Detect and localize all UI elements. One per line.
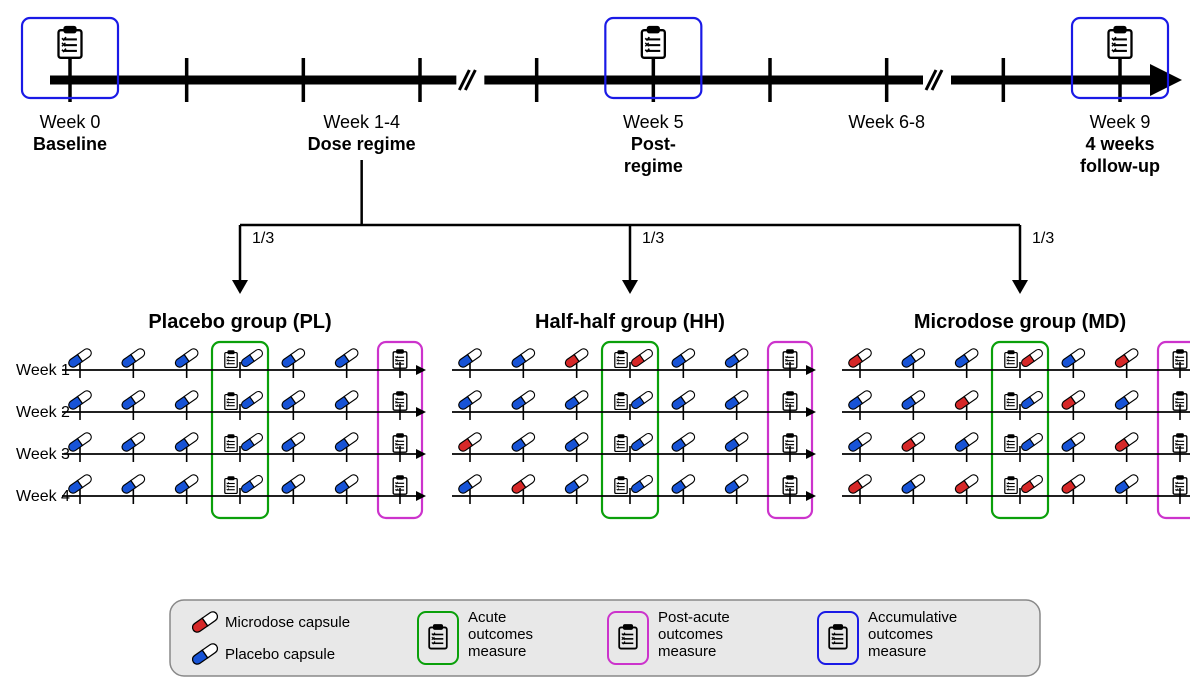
clipboard-icon: [615, 477, 627, 494]
group-title: Microdose group (MD): [914, 311, 1126, 333]
split-arrowhead: [232, 280, 248, 294]
study-design-diagram: Week 0BaselineWeek 1-4Dose regimeWeek 5P…: [10, 10, 1190, 686]
clipboard-icon: [225, 435, 237, 452]
group-title: Placebo group (PL): [148, 311, 331, 333]
clipboard-icon: [615, 351, 627, 368]
legend-placebo-label: Placebo capsule: [225, 646, 335, 663]
week-row-label: Week 2: [16, 404, 70, 421]
phase-name: Baseline: [33, 134, 107, 154]
group-title: Half-half group (HH): [535, 311, 725, 333]
phase-week-label: Week 5: [623, 112, 684, 132]
phase-week-label: Week 0: [40, 112, 101, 132]
phase-name-line2: follow-up: [1080, 156, 1160, 176]
clipboard-icon: [59, 27, 82, 58]
clipboard-icon: [642, 27, 665, 58]
clipboard-icon: [225, 393, 237, 410]
pill-icon: [1020, 432, 1044, 452]
legend-postacute-label: Post-acute: [658, 609, 730, 626]
pill-icon: [1020, 390, 1044, 410]
pill-icon: [240, 390, 264, 410]
clipboard-icon: [225, 477, 237, 494]
pill-icon: [630, 432, 654, 452]
split-arrowhead: [1012, 280, 1028, 294]
split-fraction: 1/3: [642, 230, 664, 247]
clipboard-icon: [1005, 351, 1017, 368]
pill-icon: [1020, 474, 1044, 494]
clipboard-icon: [1005, 477, 1017, 494]
phase-name: Dose regime: [308, 134, 416, 154]
week-row-label: Week 3: [16, 446, 70, 463]
clipboard-icon: [1005, 435, 1017, 452]
phase-name-line2: regime: [624, 156, 683, 176]
clipboard-icon: [1005, 393, 1017, 410]
pill-icon: [240, 348, 264, 368]
legend-accumulative-label: outcomes: [868, 626, 933, 643]
pill-icon: [630, 474, 654, 494]
pill-icon: [240, 432, 264, 452]
split-fraction: 1/3: [252, 230, 274, 247]
legend-acute-label: outcomes: [468, 626, 533, 643]
clipboard-icon: [1109, 27, 1132, 58]
clipboard-icon: [225, 351, 237, 368]
pill-icon: [630, 348, 654, 368]
timeline-arrowhead: [1150, 64, 1182, 96]
legend-accumulative-label: Accumulative: [868, 609, 957, 626]
legend-acute-label: Acute: [468, 609, 506, 626]
pill-icon: [240, 474, 264, 494]
split-fraction: 1/3: [1032, 230, 1054, 247]
pill-icon: [630, 390, 654, 410]
phase-week-label: Week 6-8: [848, 112, 925, 132]
pill-icon: [1020, 348, 1044, 368]
phase-name: Post-: [631, 134, 676, 154]
phase-week-label: Week 1-4: [323, 112, 400, 132]
legend-microdose-label: Microdose capsule: [225, 614, 350, 631]
legend-postacute-label: measure: [658, 643, 716, 660]
clipboard-icon: [615, 393, 627, 410]
week-row-label: Week 1: [16, 362, 70, 379]
legend-acute-label: measure: [468, 643, 526, 660]
legend-accumulative-label: measure: [868, 643, 926, 660]
phase-name: 4 weeks: [1085, 134, 1154, 154]
clipboard-icon: [615, 435, 627, 452]
legend-postacute-label: outcomes: [658, 626, 723, 643]
week-row-label: Week 4: [16, 488, 70, 505]
split-arrowhead: [622, 280, 638, 294]
phase-week-label: Week 9: [1090, 112, 1151, 132]
